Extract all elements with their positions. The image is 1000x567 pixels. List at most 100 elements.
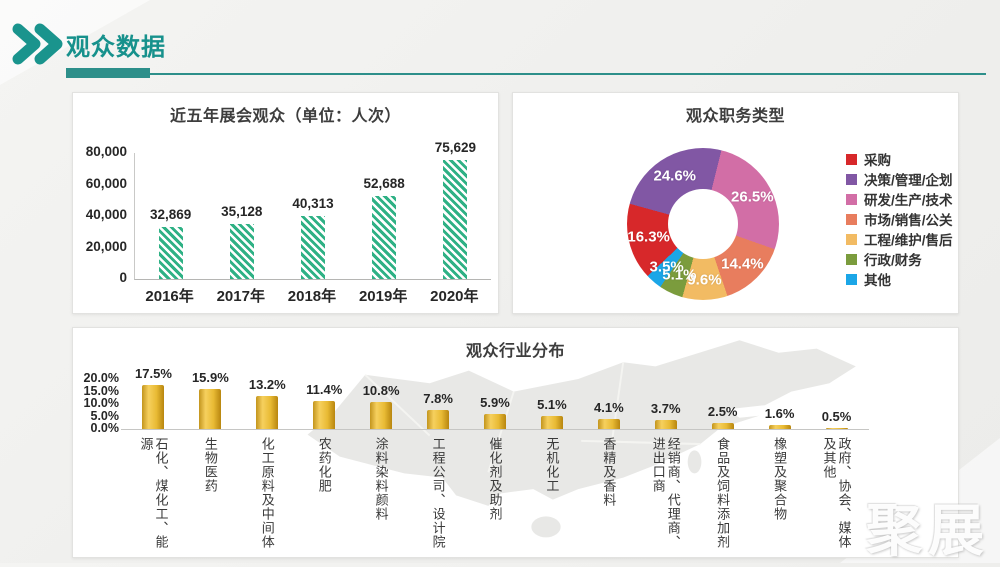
bar-column: 1.6% (751, 379, 808, 429)
category-label-text: 工程公司、设计院 (430, 437, 446, 549)
bar-column: 11.4% (296, 379, 353, 429)
bar-value-label: 75,629 (434, 139, 476, 155)
category-label-text: 政府、协会、媒体及其他 (821, 437, 852, 549)
category-label-text: 农药化肥 (316, 437, 332, 493)
bar-value-label: 52,688 (363, 176, 405, 191)
bar-column: 15.9% (182, 370, 239, 429)
y-tick: 80,000 (85, 144, 127, 159)
x-axis-line (121, 429, 869, 430)
bar-value-label: 35,128 (221, 203, 263, 219)
bar-column: 2.5% (694, 379, 751, 429)
x-axis-labels: 2016年 2017年 2018年 2019年 2020年 (134, 285, 490, 306)
category-label-text: 橡塑及聚合物 (772, 437, 788, 521)
y-tick: 60,000 (85, 175, 127, 191)
chart-title-attendance-trend: 近五年展会观众（单位：人次） (169, 108, 401, 125)
bar (370, 402, 393, 429)
bar-value-label: 3.7% (650, 400, 681, 416)
x-axis-label: 2017年 (216, 288, 265, 305)
category-label: 政府、协会、媒体及其他 (808, 437, 865, 555)
category-label: 食品及饲料添加剂 (694, 437, 751, 555)
legend-item: 采购 (846, 149, 953, 169)
legend-label: 研发/生产/技术 (864, 193, 953, 208)
bar (256, 396, 279, 429)
bar-value-label: 40,313 (292, 195, 334, 211)
category-label: 橡塑及聚合物 (751, 437, 808, 555)
legend-label: 决策/管理/企划 (864, 173, 953, 188)
bar-value-label: 11.4% (306, 381, 343, 397)
bar-column: 0.5% (808, 379, 865, 429)
bar (825, 427, 848, 429)
category-label-text: 催化剂及助剂 (487, 437, 503, 521)
bar (313, 400, 336, 429)
bar-value-label: 5.9% (480, 395, 510, 411)
category-labels: 石化、煤化工、能源 生物医药 化工原料及中间体 农药化肥 涂料染料颜料 工程公司、设计院 催… (125, 437, 865, 555)
panel-attendance-trend: 近五年展会观众（单位：人次） 80,000 60,000 40,000 20,000 0… (72, 92, 499, 314)
donut-slice-label: 16.3% (627, 228, 670, 246)
bar-value-label: 2.5% (707, 403, 738, 419)
bar (300, 215, 325, 279)
bar-column: 35,128 (221, 204, 262, 279)
panel-industry-distribution: 观众行业分布 20.0% 15.0% 10.0% 5.0% 0.0% 17.5% 15.9… (72, 327, 959, 558)
bar-value-label: 10.8% (362, 383, 400, 398)
bar-column: 10.8% (353, 379, 410, 429)
category-label: 催化剂及助剂 (467, 437, 524, 555)
bar (427, 409, 450, 429)
bar-value-label: 7.8% (423, 390, 453, 406)
bar (142, 385, 165, 429)
legend-label: 其他 (864, 273, 891, 288)
x-axis-label: 2019年 (358, 288, 408, 305)
bar-column: 5.9% (467, 379, 524, 429)
bar (483, 414, 506, 429)
y-tick: 20.0% (83, 371, 119, 385)
legend-swatch (846, 193, 857, 205)
category-label-text: 香精及香料 (601, 437, 617, 507)
bar-value-label: 13.2% (248, 377, 286, 392)
bar-column: 3.7% (637, 379, 694, 429)
category-label: 无机化工 (523, 437, 580, 555)
category-label: 农药化肥 (296, 437, 353, 555)
bar (597, 418, 620, 429)
bar-column: 52,688 (364, 176, 405, 279)
china-map-background (307, 340, 856, 538)
chart-title-industry: 观众行业分布 (465, 343, 565, 360)
bar (443, 159, 468, 279)
category-label: 石化、煤化工、能源 (125, 437, 182, 555)
title-underline (66, 73, 986, 75)
legend-item: 工程/维护/售后 (846, 229, 953, 249)
title-underline-accent (66, 68, 150, 78)
legend-item: 研发/生产/技术 (846, 189, 953, 209)
bar (158, 227, 183, 279)
y-tick: 0 (119, 270, 127, 285)
category-label-text: 涂料染料颜料 (373, 437, 389, 521)
bar-value-label: 0.5% (821, 408, 852, 424)
legend-swatch (846, 173, 857, 185)
legend-item: 其他 (846, 269, 953, 289)
bar (654, 419, 677, 429)
legend-label: 采购 (864, 153, 891, 168)
category-label: 化工原料及中间体 (239, 437, 296, 555)
bar (229, 223, 254, 279)
bar (711, 422, 734, 429)
donut-slice-label: 9.6% (687, 271, 722, 289)
bar-column: 40,313 (292, 195, 334, 279)
legend-swatch (846, 233, 857, 245)
category-label-text: 石化、煤化工、能源 (138, 437, 169, 549)
legend-label: 市场/销售/公关 (864, 213, 953, 228)
y-tick: 40,000 (85, 207, 127, 222)
category-label: 经销商、代理商、进出口商 (637, 437, 694, 555)
bar (540, 416, 563, 429)
legend-swatch (846, 213, 857, 225)
watermark: 聚展 (866, 499, 990, 562)
category-label: 工程公司、设计院 (410, 437, 467, 555)
bar-plot-area: 32,869 35,128 40,313 52,688 75,629 (134, 140, 491, 280)
category-label-text: 生物医药 (202, 437, 218, 493)
legend-swatch (846, 153, 857, 165)
category-label: 生物医药 (182, 437, 239, 555)
legend-label: 行政/财务 (864, 253, 922, 268)
donut-slice-label: 5.1% (662, 266, 697, 284)
bar-value-label: 1.6% (764, 406, 795, 421)
bar (199, 389, 222, 429)
y-tick: 20,000 (85, 238, 127, 254)
x-axis-label: 2018年 (287, 288, 337, 305)
